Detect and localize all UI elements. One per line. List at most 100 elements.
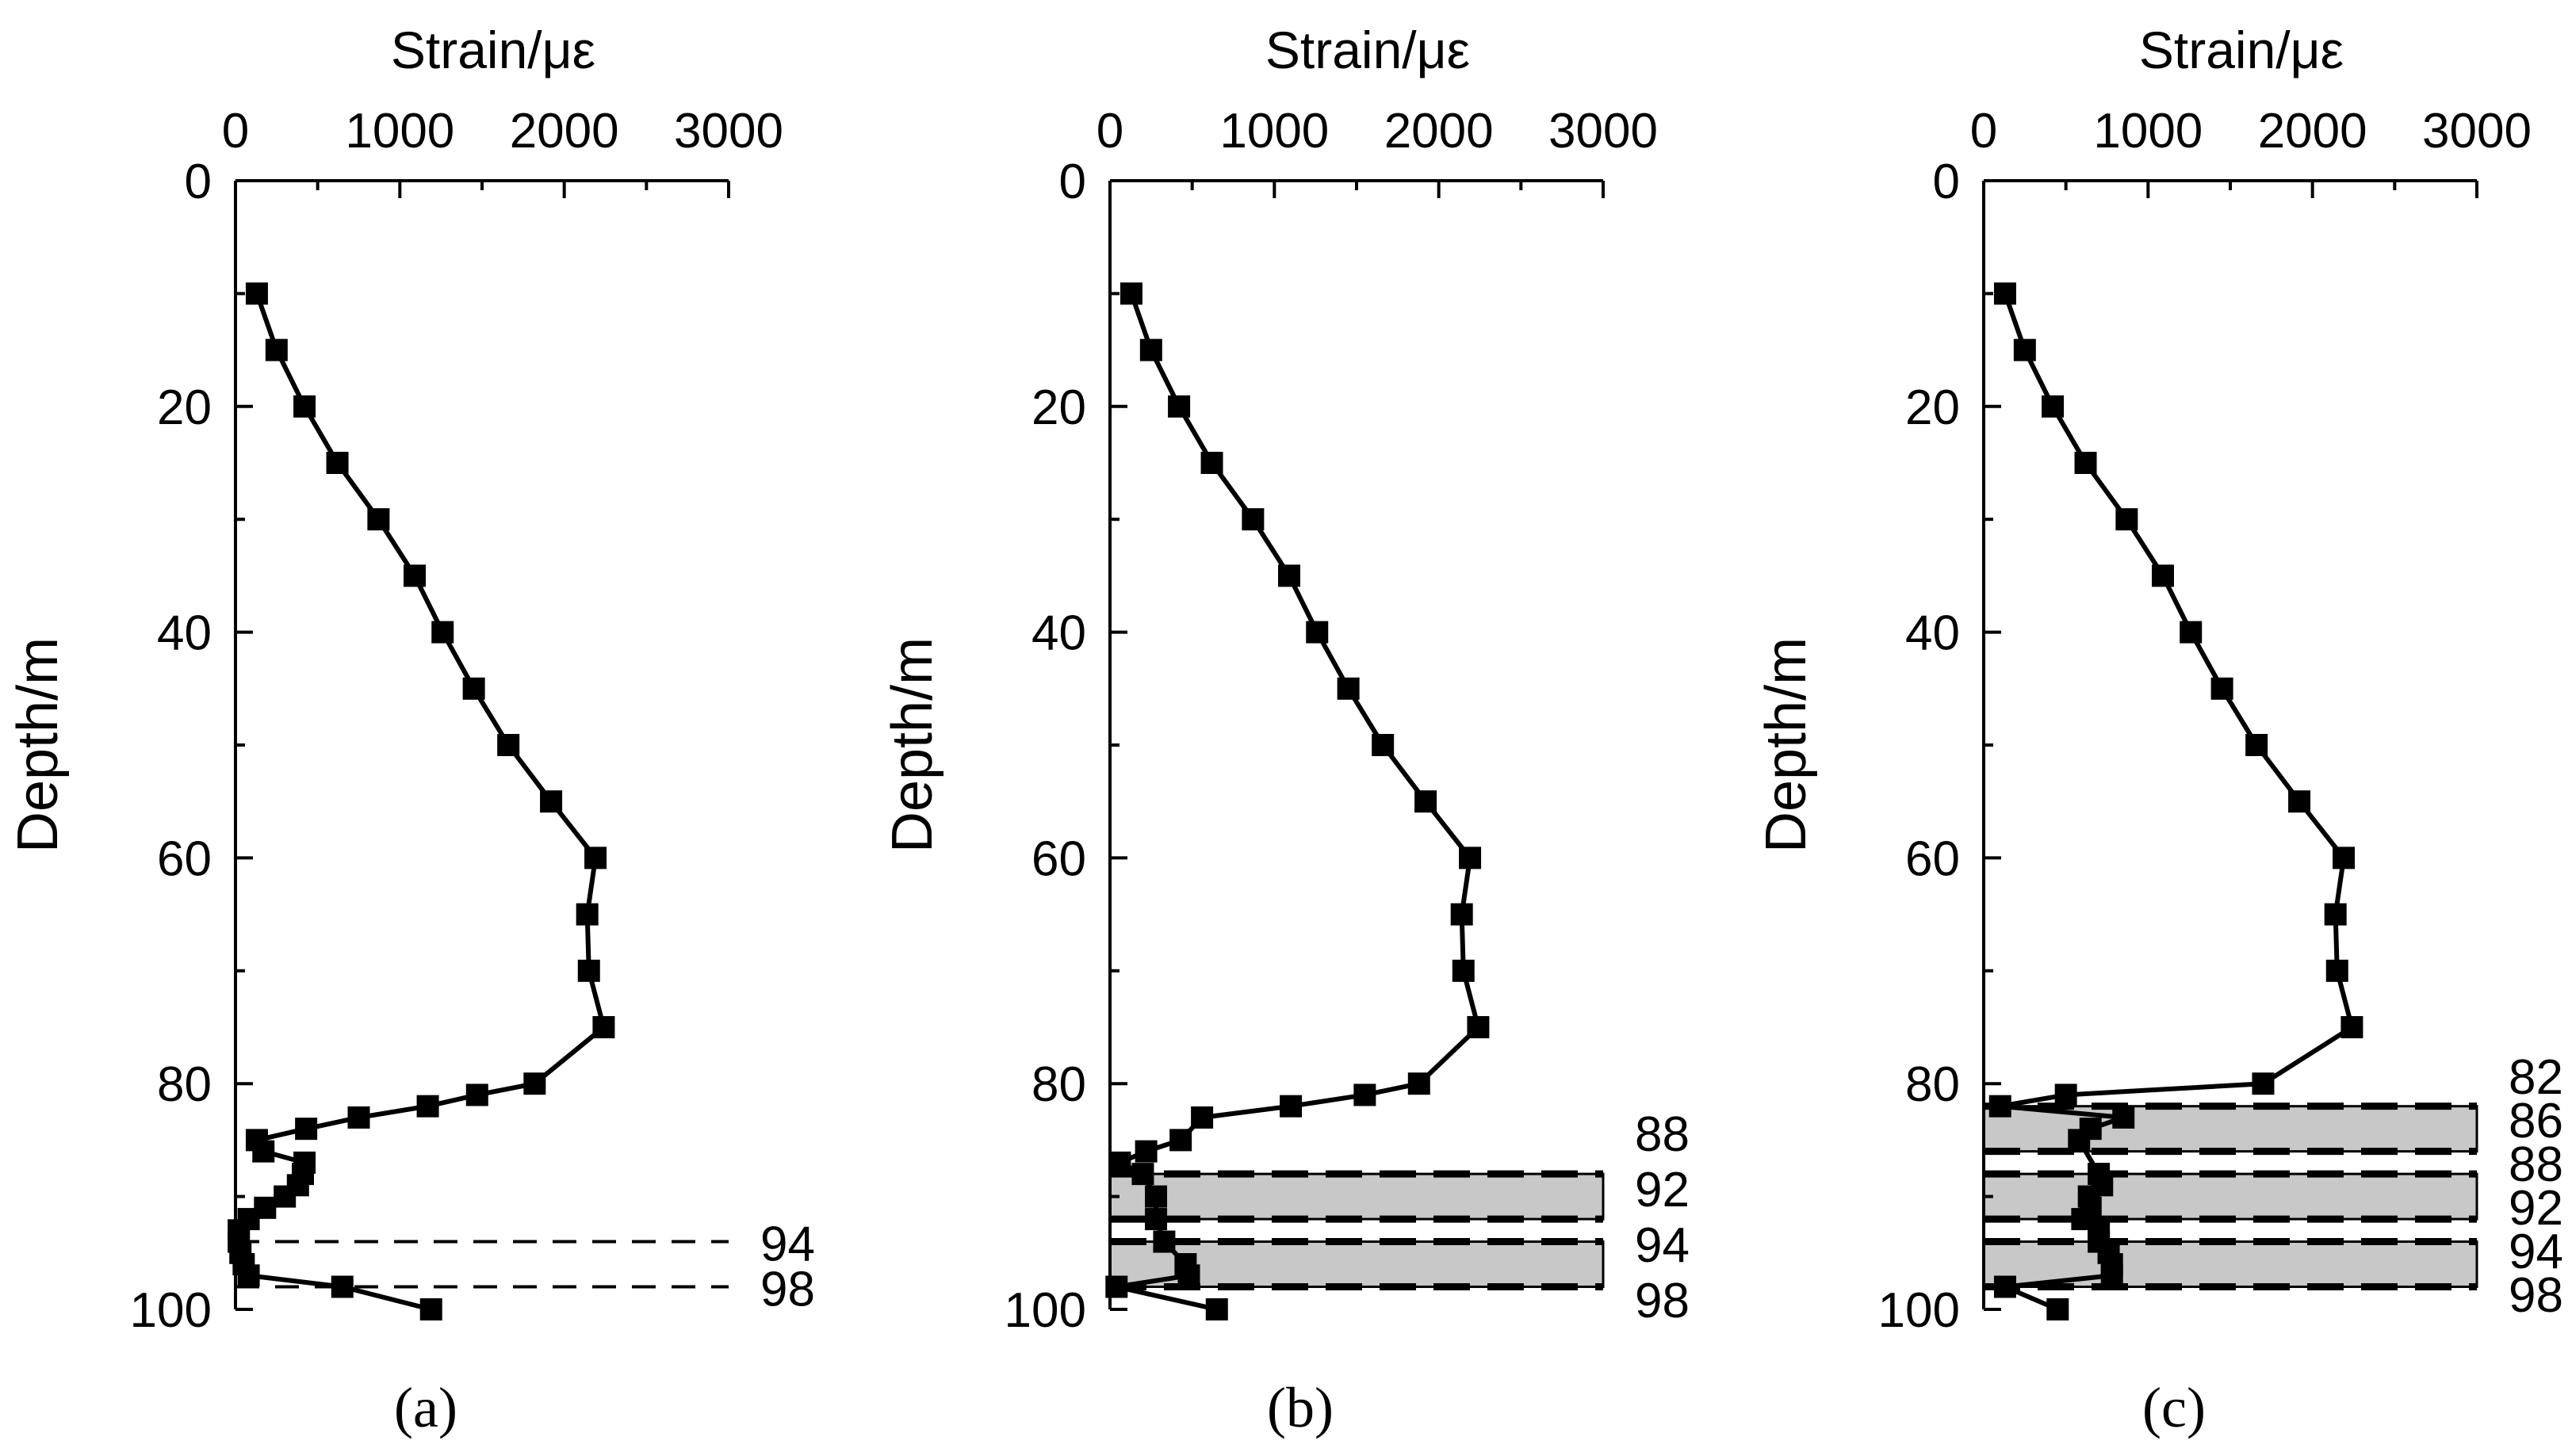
depth-annotation: 94 — [1635, 1218, 1690, 1273]
y-tick-label: 60 — [1031, 831, 1086, 886]
y-tick-label: 40 — [1905, 606, 1960, 661]
data-point-marker — [2151, 564, 2174, 587]
data-point-marker — [2013, 338, 2036, 361]
data-point-marker — [2046, 1298, 2069, 1320]
data-point-marker — [1145, 1208, 1168, 1231]
data-point-marker — [431, 621, 454, 644]
data-point-marker — [2245, 734, 2268, 756]
y-axis-title: Depth/m — [6, 637, 70, 853]
y-tick-label: 40 — [157, 606, 212, 661]
depth-annotation: 82 — [2509, 1050, 2563, 1105]
y-axis-title: Depth/m — [881, 637, 944, 853]
data-point-marker — [523, 1072, 546, 1095]
data-point-marker — [1988, 1095, 2011, 1118]
data-point-marker — [1135, 1140, 1158, 1163]
data-point-marker — [252, 1140, 275, 1163]
chart-panel-c: 0 1000 2000 3000 0 20 40 60 80 100 Strain/με Depth/… — [1755, 21, 2563, 1439]
y-tick-label: 20 — [1905, 380, 1960, 435]
x-tick-label: 3000 — [2422, 104, 2532, 159]
depth-annotation: 98 — [1635, 1274, 1690, 1328]
data-point-marker — [1105, 1275, 1128, 1298]
data-point-marker — [416, 1095, 439, 1118]
x-tick-label: 3000 — [1548, 104, 1658, 159]
data-point-marker — [1280, 1095, 1303, 1118]
data-point-marker — [2288, 790, 2311, 813]
data-point-marker — [577, 959, 600, 982]
x-tick-label: 0 — [1097, 104, 1123, 159]
x-axis-title: Strain/με — [391, 21, 595, 79]
data-point-marker — [2252, 1072, 2275, 1095]
data-point-marker — [1414, 790, 1437, 813]
data-point-marker — [1145, 1185, 1168, 1208]
data-point-marker — [497, 734, 520, 756]
data-point-marker — [403, 564, 426, 587]
data-point-marker — [265, 338, 288, 361]
data-point-marker — [1450, 903, 1473, 926]
data-point-marker — [576, 903, 599, 926]
chart-panel-a: 0 1000 2000 3000 0 20 40 60 80 100 Strain/με Depth/… — [6, 21, 815, 1439]
data-point-marker — [274, 1185, 297, 1208]
x-tick-label: 2000 — [510, 104, 619, 159]
data-point-marker — [2042, 395, 2065, 418]
depth-annotation: 92 — [1635, 1163, 1690, 1217]
data-point-marker — [2074, 452, 2097, 474]
x-tick-label: 2000 — [1384, 104, 1494, 159]
data-point-marker — [1200, 452, 1223, 474]
panel-caption: (c) — [2142, 1376, 2206, 1439]
data-point-marker — [293, 395, 316, 418]
data-point-marker — [584, 846, 607, 869]
data-point-marker — [592, 1016, 615, 1038]
x-tick-label: 0 — [222, 104, 249, 159]
data-point-marker — [1169, 1129, 1192, 1152]
data-point-marker — [245, 282, 268, 305]
data-point-marker — [1191, 1106, 1214, 1129]
data-point-marker — [1242, 508, 1265, 531]
y-tick-label: 100 — [130, 1283, 212, 1338]
data-point-marker — [1353, 1083, 1376, 1106]
y-tick-label: 100 — [1005, 1283, 1086, 1338]
data-point-marker — [1131, 1163, 1154, 1186]
data-point-marker — [2054, 1083, 2077, 1106]
y-tick-label: 20 — [157, 380, 212, 435]
y-tick-label: 80 — [1031, 1057, 1086, 1112]
data-point-marker — [1108, 1151, 1131, 1174]
shaded-band — [1982, 1172, 2478, 1221]
data-point-marker — [331, 1275, 354, 1298]
data-point-marker — [1372, 734, 1395, 756]
data-point-marker — [2115, 508, 2138, 531]
data-point-marker — [1993, 282, 2016, 305]
shaded-band — [1108, 1172, 1605, 1221]
x-tick-label: 3000 — [674, 104, 783, 159]
y-tick-label: 20 — [1031, 380, 1086, 435]
depth-annotation: 94 — [2509, 1225, 2563, 1279]
depth-annotation: 98 — [760, 1263, 815, 1317]
data-point-marker — [1993, 1275, 2016, 1298]
data-point-marker — [2180, 621, 2203, 644]
data-point-marker — [347, 1106, 370, 1129]
data-point-marker — [2112, 1106, 2135, 1129]
x-tick-label: 1000 — [1219, 104, 1329, 159]
data-point-marker — [2324, 903, 2347, 926]
data-point-marker — [1337, 677, 1360, 700]
y-tick-label: 100 — [1878, 1283, 1960, 1338]
data-point-marker — [1467, 1016, 1490, 1038]
y-tick-label: 0 — [185, 155, 212, 209]
depth-annotation: 98 — [2509, 1268, 2563, 1323]
data-point-marker — [2325, 959, 2348, 982]
y-tick-label: 80 — [1905, 1057, 1960, 1112]
data-point-marker — [1459, 846, 1482, 869]
panel-caption: (a) — [394, 1376, 457, 1439]
y-tick-label: 40 — [1031, 606, 1086, 661]
x-axis-title: Strain/με — [2139, 21, 2344, 79]
data-point-marker — [2210, 677, 2233, 700]
data-point-marker — [2340, 1016, 2363, 1038]
data-point-marker — [2068, 1129, 2091, 1152]
x-axis-title: Strain/με — [1265, 21, 1470, 79]
x-tick-label: 0 — [1970, 104, 1997, 159]
y-tick-label: 0 — [1059, 155, 1086, 209]
x-tick-label: 2000 — [2258, 104, 2367, 159]
data-point-marker — [2100, 1264, 2123, 1287]
y-tick-label: 60 — [157, 831, 212, 886]
depth-annotation: 92 — [2509, 1181, 2563, 1236]
